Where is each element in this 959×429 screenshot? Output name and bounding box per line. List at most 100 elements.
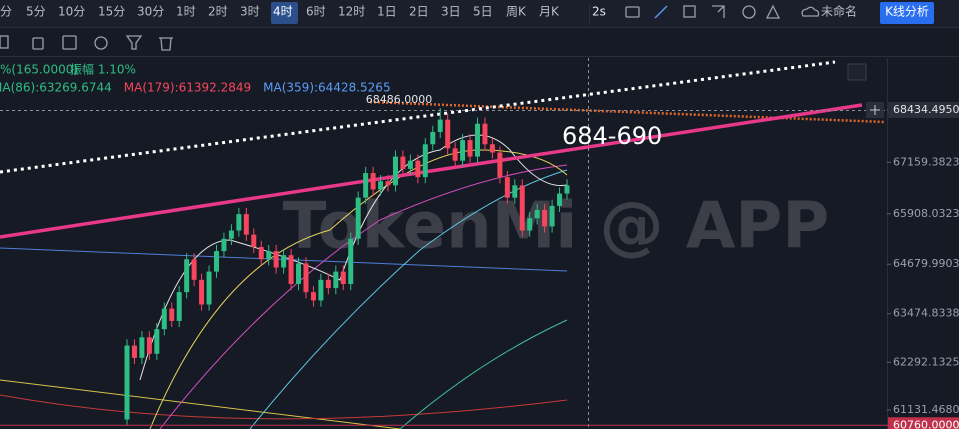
timeframe[interactable]: 5分 — [26, 5, 46, 19]
y-tick-label: 67159.3823 — [893, 155, 959, 168]
settings-icon[interactable] — [742, 5, 756, 19]
candle-body — [460, 140, 466, 161]
analysis-button-bg[interactable] — [880, 2, 934, 24]
timeframe[interactable]: 周K — [506, 5, 527, 19]
ma-label: MA(359):64428.5265 — [263, 81, 390, 95]
timeframe[interactable]: 4时 — [273, 5, 293, 19]
last-price-box — [888, 101, 959, 118]
candle-body — [161, 308, 167, 330]
timeframe[interactable]: 3日 — [441, 5, 461, 19]
plot — [124, 107, 570, 426]
candle-body — [392, 156, 398, 186]
candle-body — [363, 173, 369, 198]
candle-body — [534, 209, 540, 219]
candle-body — [378, 181, 384, 190]
candle-body — [236, 214, 242, 231]
candle-body — [131, 345, 137, 358]
layout-name[interactable]: 未命名 — [821, 4, 857, 19]
candle-body — [527, 218, 533, 231]
timeframe[interactable]: 2日 — [409, 5, 429, 19]
timeframe[interactable]: 12时 — [338, 5, 365, 19]
candle-body — [482, 123, 488, 145]
timeframe[interactable]: 3时 — [240, 5, 260, 19]
timeframe[interactable]: 5日 — [473, 5, 493, 19]
analysis-button[interactable]: K线分析 — [885, 5, 929, 19]
camera-icon[interactable] — [625, 6, 640, 18]
candle-body — [199, 279, 205, 305]
candle-body — [154, 329, 160, 354]
drawing-tools[interactable] — [0, 35, 173, 51]
timeframe[interactable]: 15分 — [98, 5, 125, 19]
ma-line — [139, 134, 568, 381]
select-icon[interactable] — [683, 5, 696, 18]
y-tick-label: 63474.8338 — [893, 307, 959, 320]
candle-body — [340, 271, 346, 284]
candle-body — [407, 160, 413, 169]
candle-body — [422, 144, 428, 178]
y-tick-label: 62292.1325 — [893, 355, 959, 368]
candle-body — [557, 193, 563, 206]
y-tick-label: 65908.0323 — [893, 207, 959, 220]
interval[interactable]: 2s — [592, 5, 606, 19]
candle-body — [333, 271, 339, 289]
active-timeframe-bg — [271, 2, 298, 24]
candle-body — [325, 279, 331, 289]
candle-body — [430, 131, 436, 145]
tool-icon[interactable] — [125, 35, 143, 50]
cloud-icon[interactable] — [801, 6, 820, 17]
candle-body — [221, 238, 227, 252]
timeframe[interactable]: 6时 — [306, 5, 326, 19]
watermark: TokenMi @ APP — [283, 190, 829, 264]
candle-body — [564, 185, 570, 194]
low-price-label: 60760.0000 — [893, 418, 959, 429]
timeframe[interactable]: 10分 — [58, 5, 85, 19]
candle-body — [266, 251, 272, 260]
tool-icon[interactable] — [62, 35, 77, 50]
candle-body — [258, 246, 264, 260]
low-price-box — [888, 417, 959, 429]
candle-body — [318, 279, 324, 301]
tool-icon[interactable] — [32, 37, 44, 50]
candle-body — [504, 177, 510, 198]
candle-body — [281, 255, 287, 268]
ma-line — [399, 319, 568, 429]
candle-body — [251, 234, 257, 247]
candle-body — [206, 271, 212, 305]
annotation: 684-690 — [562, 122, 662, 150]
add-icon[interactable] — [870, 105, 880, 115]
candle-body — [184, 259, 190, 293]
tool-icon[interactable] — [0, 35, 9, 49]
timeframe[interactable]: 2时 — [208, 5, 228, 19]
timeframe[interactable]: 30分 — [137, 5, 164, 19]
candle-body — [542, 209, 548, 227]
timeframe[interactable]: 1日 — [377, 5, 397, 19]
ma-label: MA(86):63269.6744 — [0, 81, 112, 95]
candle-body — [445, 119, 451, 149]
alert-icon[interactable] — [765, 4, 781, 19]
candle-body — [467, 140, 473, 157]
toolbar-icons[interactable] — [625, 4, 820, 19]
candle-body — [169, 308, 175, 321]
ma-line — [0, 379, 401, 429]
tool-icon[interactable] — [94, 36, 108, 50]
change-info: %(165.0000) — [0, 63, 78, 77]
candle-body — [176, 292, 182, 321]
candle-body — [146, 337, 152, 354]
candle-body — [213, 251, 219, 272]
zoom-button[interactable] — [847, 63, 867, 81]
candle-body — [519, 185, 525, 231]
candle-body — [370, 173, 376, 190]
candle-body — [191, 259, 197, 280]
top-toolbar — [0, 0, 959, 27]
pencil-icon[interactable] — [654, 5, 668, 19]
tool-icon[interactable] — [159, 37, 173, 51]
candle-body — [124, 345, 130, 420]
timeframe[interactable]: 1时 — [176, 5, 196, 19]
trend-line — [369, 100, 886, 124]
timeframe[interactable]: 分 — [0, 5, 12, 19]
expand-icon[interactable] — [712, 5, 725, 18]
high-label: 68486.0000 — [366, 93, 432, 106]
ma-line — [0, 394, 568, 420]
timeframe[interactable]: 月K — [539, 5, 560, 19]
